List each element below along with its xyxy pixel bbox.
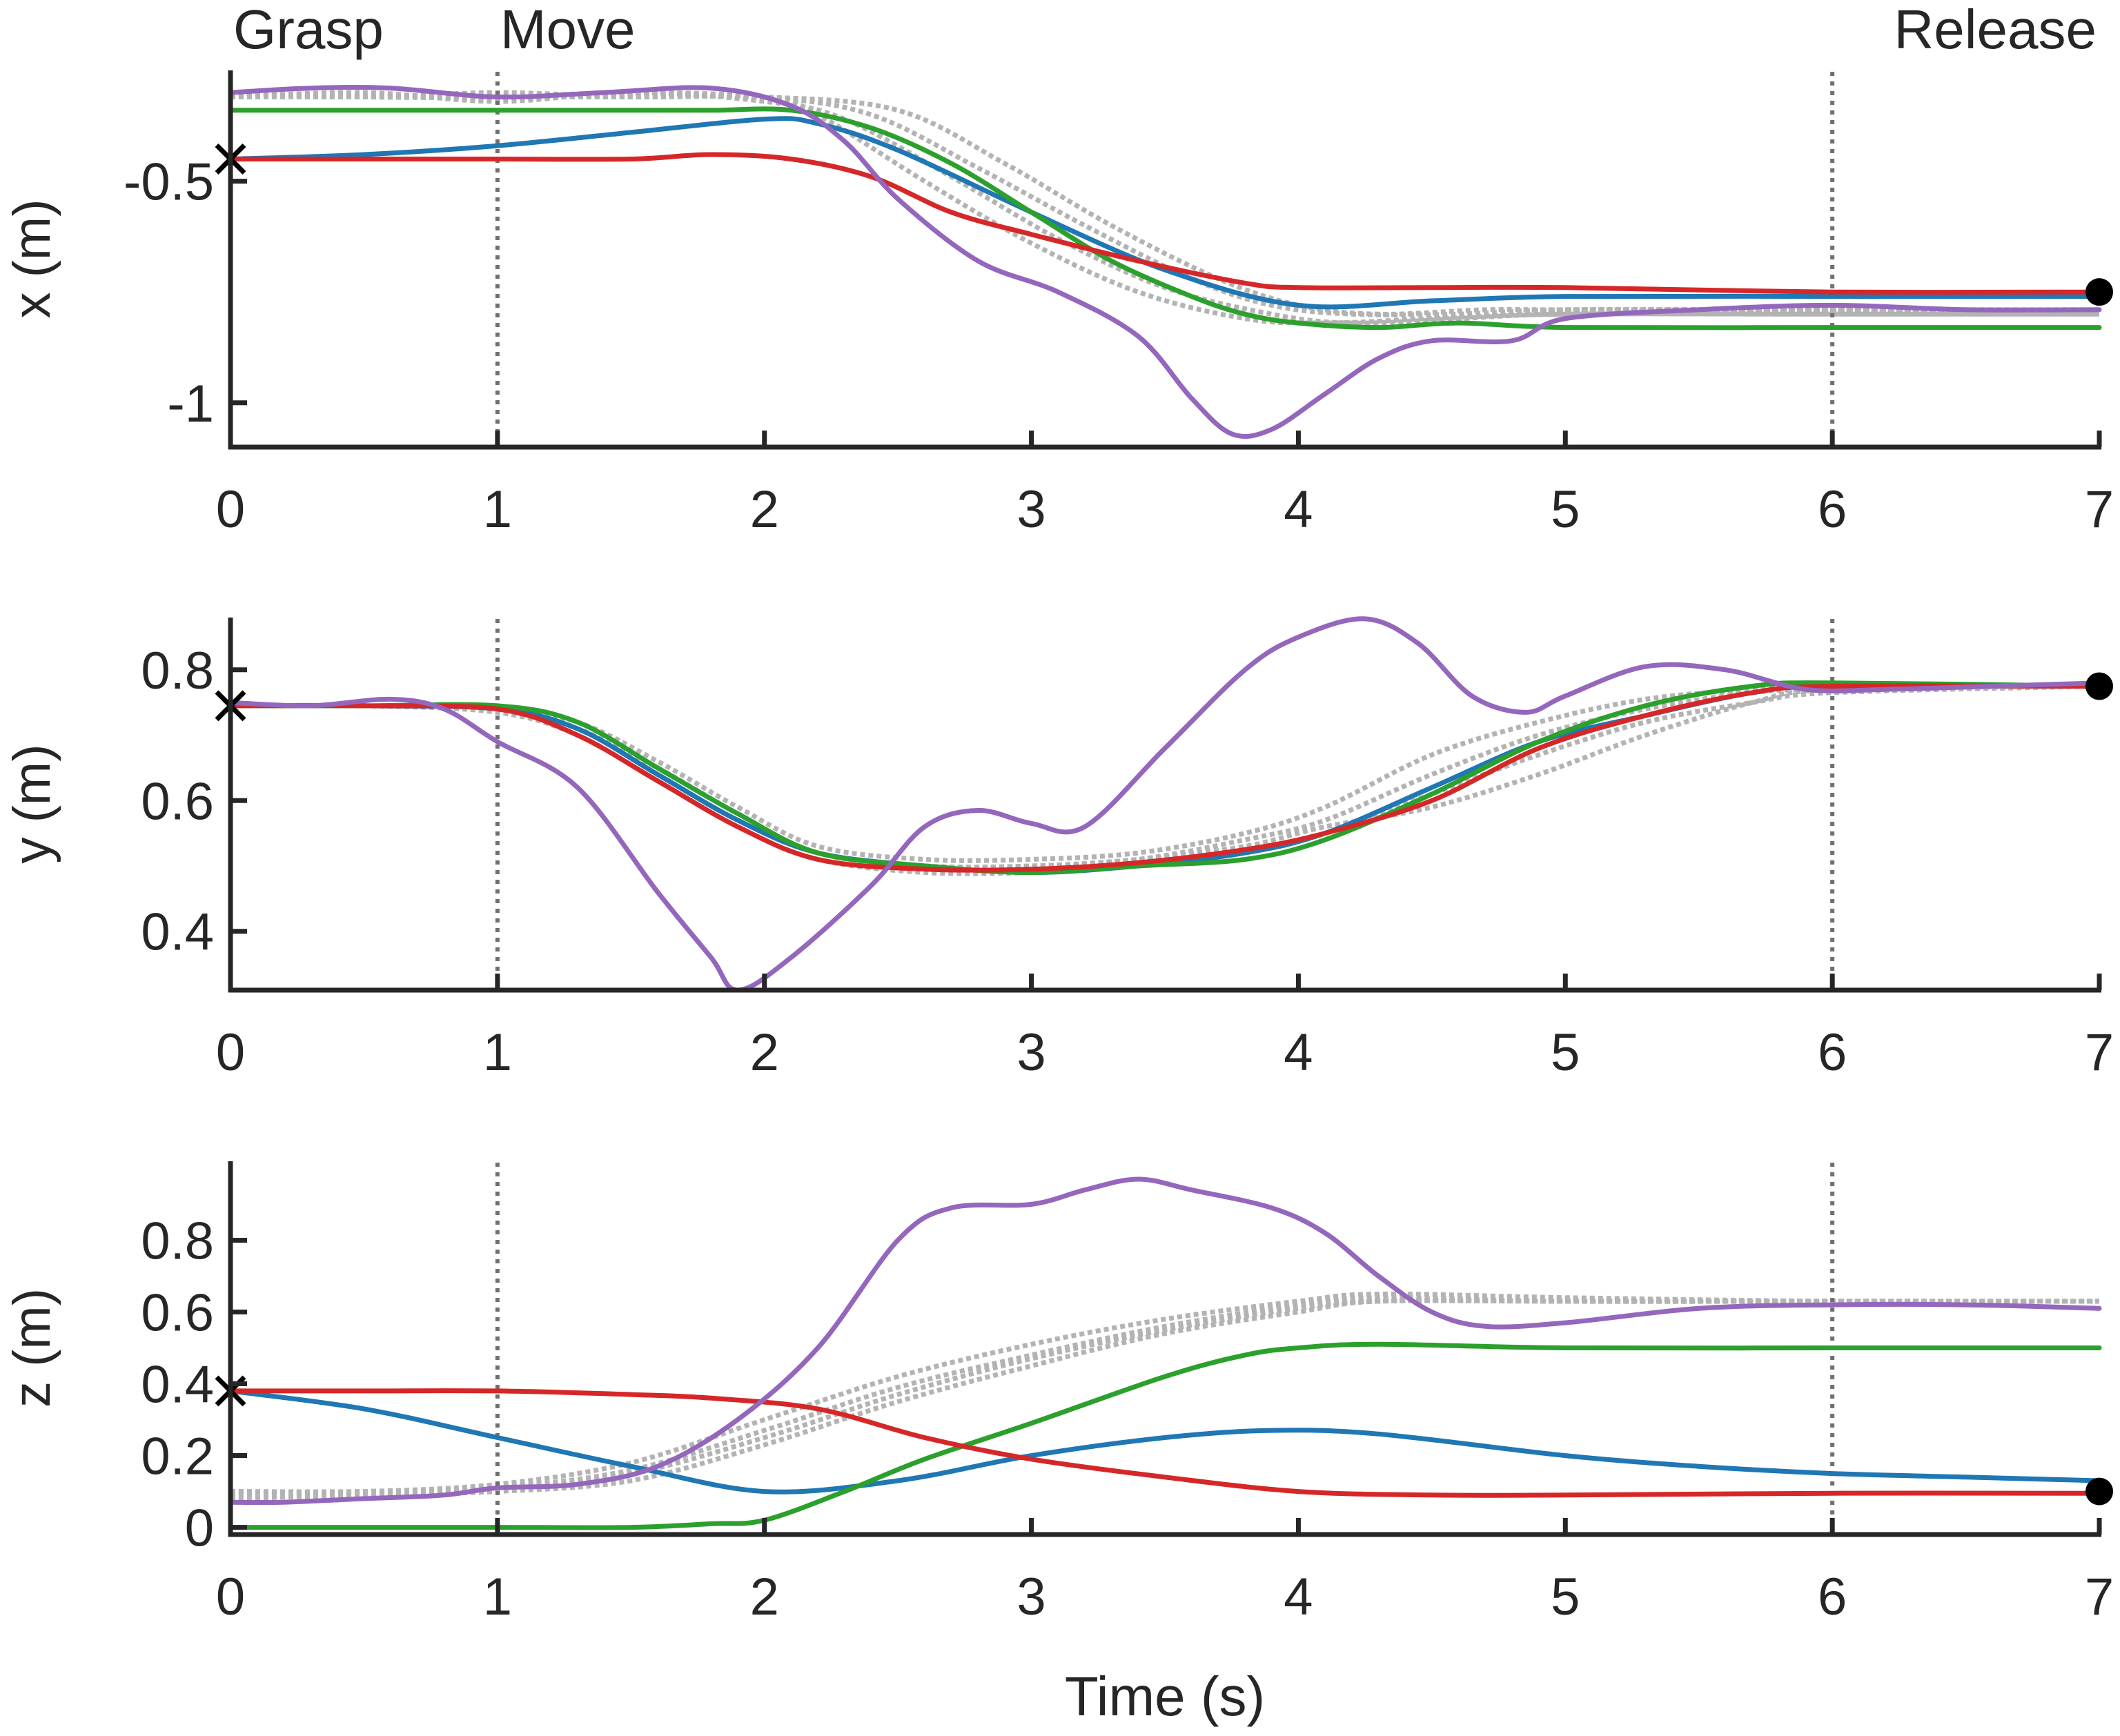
x-panel: -1 -0.5 0 1 2 3 4 5 6 7 x (m) Grasp Move Release xyxy=(3,0,2114,539)
y-ytick-label: 0.4 xyxy=(141,903,214,962)
y-x-ticks: 0 1 2 3 4 5 6 7 xyxy=(216,974,2114,1082)
x-series-purple xyxy=(228,84,2102,439)
y-xtick-label: 1 xyxy=(483,1023,512,1082)
z-ytick-label: 0 xyxy=(185,1499,214,1558)
z-series-green xyxy=(228,1341,2102,1530)
y-series-red xyxy=(228,683,2102,873)
x-xtick-label: 3 xyxy=(1017,480,1046,539)
z-xtick-label: 6 xyxy=(1818,1568,1847,1626)
z-plot-area xyxy=(215,1163,2113,1535)
y-y-ticks: 0.4 0.6 0.8 xyxy=(141,642,247,962)
z-xtick-label: 0 xyxy=(216,1568,245,1626)
y-ytick-label: 0.6 xyxy=(141,772,214,831)
z-axis-ylabel: z (m) xyxy=(3,1288,61,1408)
y-end-marker-dot xyxy=(2085,672,2113,700)
z-y-ticks: 0 0.2 0.4 0.6 0.8 xyxy=(141,1212,247,1558)
y-plot-area xyxy=(215,616,2113,993)
y-series-green xyxy=(228,680,2102,875)
z-series-blue xyxy=(228,1388,2102,1495)
event-label-grasp: Grasp xyxy=(233,0,384,60)
event-label-release: Release xyxy=(1894,0,2097,60)
z-ytick-label: 0.4 xyxy=(141,1356,214,1414)
event-label-move: Move xyxy=(500,0,636,60)
x-xtick-label: 7 xyxy=(2085,480,2114,539)
z-ytick-label: 0.2 xyxy=(141,1428,214,1486)
z-xtick-label: 3 xyxy=(1017,1568,1046,1626)
x-xtick-label: 1 xyxy=(483,480,512,539)
z-end-marker-dot xyxy=(2085,1477,2113,1506)
x-end-marker-dot xyxy=(2085,278,2113,306)
time-axis-xlabel: Time (s) xyxy=(1065,1666,1265,1727)
z-series-purple xyxy=(228,1176,2102,1506)
y-xtick-label: 0 xyxy=(216,1023,245,1082)
x-xtick-label: 4 xyxy=(1284,480,1313,539)
x-demo-line-4 xyxy=(230,93,2099,326)
x-axis-ylabel: x (m) xyxy=(3,199,61,318)
y-axis-ylabel: y (m) xyxy=(3,744,61,863)
x-x-ticks: 0 1 2 3 4 5 6 7 xyxy=(216,431,2114,539)
y-xtick-label: 2 xyxy=(750,1023,779,1082)
y-series-purple xyxy=(228,616,2102,993)
z-ytick-label: 0.6 xyxy=(141,1283,214,1342)
x-ytick-label: -0.5 xyxy=(124,153,214,212)
z-ytick-label: 0.8 xyxy=(141,1212,214,1270)
z-xtick-label: 1 xyxy=(483,1568,512,1626)
z-xtick-label: 7 xyxy=(2085,1568,2114,1626)
x-xtick-label: 2 xyxy=(750,480,779,539)
z-series-red xyxy=(228,1388,2102,1498)
x-series-red xyxy=(228,152,2102,295)
x-y-ticks: -1 -0.5 xyxy=(124,153,247,433)
x-ytick-label: -1 xyxy=(167,375,214,433)
x-xtick-label: 5 xyxy=(1551,480,1580,539)
y-xtick-label: 5 xyxy=(1551,1023,1580,1082)
y-xtick-label: 7 xyxy=(2085,1023,2114,1082)
x-xtick-label: 6 xyxy=(1818,480,1847,539)
z-xtick-label: 2 xyxy=(750,1568,779,1626)
y-ytick-label: 0.8 xyxy=(141,642,214,700)
y-xtick-label: 3 xyxy=(1017,1023,1046,1082)
x-xtick-label: 0 xyxy=(216,480,245,539)
x-plot-area xyxy=(215,72,2113,447)
z-xtick-label: 4 xyxy=(1284,1568,1313,1626)
z-x-ticks: 0 1 2 3 4 5 6 7 xyxy=(216,1518,2114,1626)
y-panel: 0.4 0.6 0.8 0 1 2 3 4 5 6 7 y (m) xyxy=(3,616,2114,1082)
z-xtick-label: 5 xyxy=(1551,1568,1580,1626)
z-panel: 0 0.2 0.4 0.6 0.8 0 1 2 3 4 5 6 7 z (m) Time (s) xyxy=(3,1161,2114,1727)
y-xtick-label: 4 xyxy=(1284,1023,1313,1082)
y-xtick-label: 6 xyxy=(1818,1023,1847,1082)
